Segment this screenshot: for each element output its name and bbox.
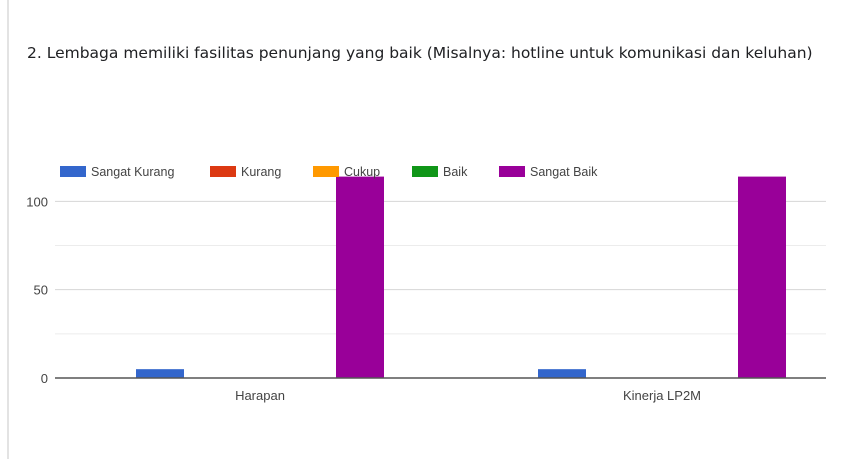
y-tick-label: 100 xyxy=(26,194,48,209)
legend-item-baik[interactable]: Baik xyxy=(412,165,468,179)
legend-item-kurang[interactable]: Kurang xyxy=(210,165,281,179)
x-category-label: Kinerja LP2M xyxy=(623,388,701,403)
legend-item-cukup[interactable]: Cukup xyxy=(313,165,380,179)
legend-label: Sangat Baik xyxy=(530,165,598,179)
x-axis-labels: Harapan Kinerja LP2M xyxy=(235,388,701,403)
x-category-label: Harapan xyxy=(235,388,285,403)
legend-label: Kurang xyxy=(241,165,281,179)
bar-sangat-baik-kinerja-lp2m[interactable] xyxy=(738,176,786,378)
legend-swatch xyxy=(412,166,438,177)
gridlines xyxy=(55,200,826,335)
legend-item-sangat-baik[interactable]: Sangat Baik xyxy=(499,165,598,179)
bar-sangat-kurang-harapan[interactable] xyxy=(136,369,184,378)
bar-sangat-baik-harapan[interactable] xyxy=(336,176,384,378)
legend[interactable]: Sangat Kurang Kurang Cukup Baik Sangat Baik xyxy=(60,165,598,179)
bar-sangat-kurang-kinerja-lp2m[interactable] xyxy=(538,369,586,378)
legend-swatch xyxy=(210,166,236,177)
card-left-border xyxy=(7,0,9,459)
legend-swatch xyxy=(313,166,339,177)
legend-label: Baik xyxy=(443,165,468,179)
legend-swatch xyxy=(60,166,86,177)
bars xyxy=(136,176,786,378)
y-tick-label: 0 xyxy=(41,371,48,386)
y-tick-label: 50 xyxy=(34,283,48,298)
y-axis-ticks: 0 50 100 xyxy=(26,194,48,386)
question-title: 2. Lembaga memiliki fasilitas penunjang … xyxy=(27,44,813,62)
legend-label: Sangat Kurang xyxy=(91,165,174,179)
legend-label: Cukup xyxy=(344,165,380,179)
legend-swatch xyxy=(499,166,525,177)
legend-item-sangat-kurang[interactable]: Sangat Kurang xyxy=(60,165,174,179)
